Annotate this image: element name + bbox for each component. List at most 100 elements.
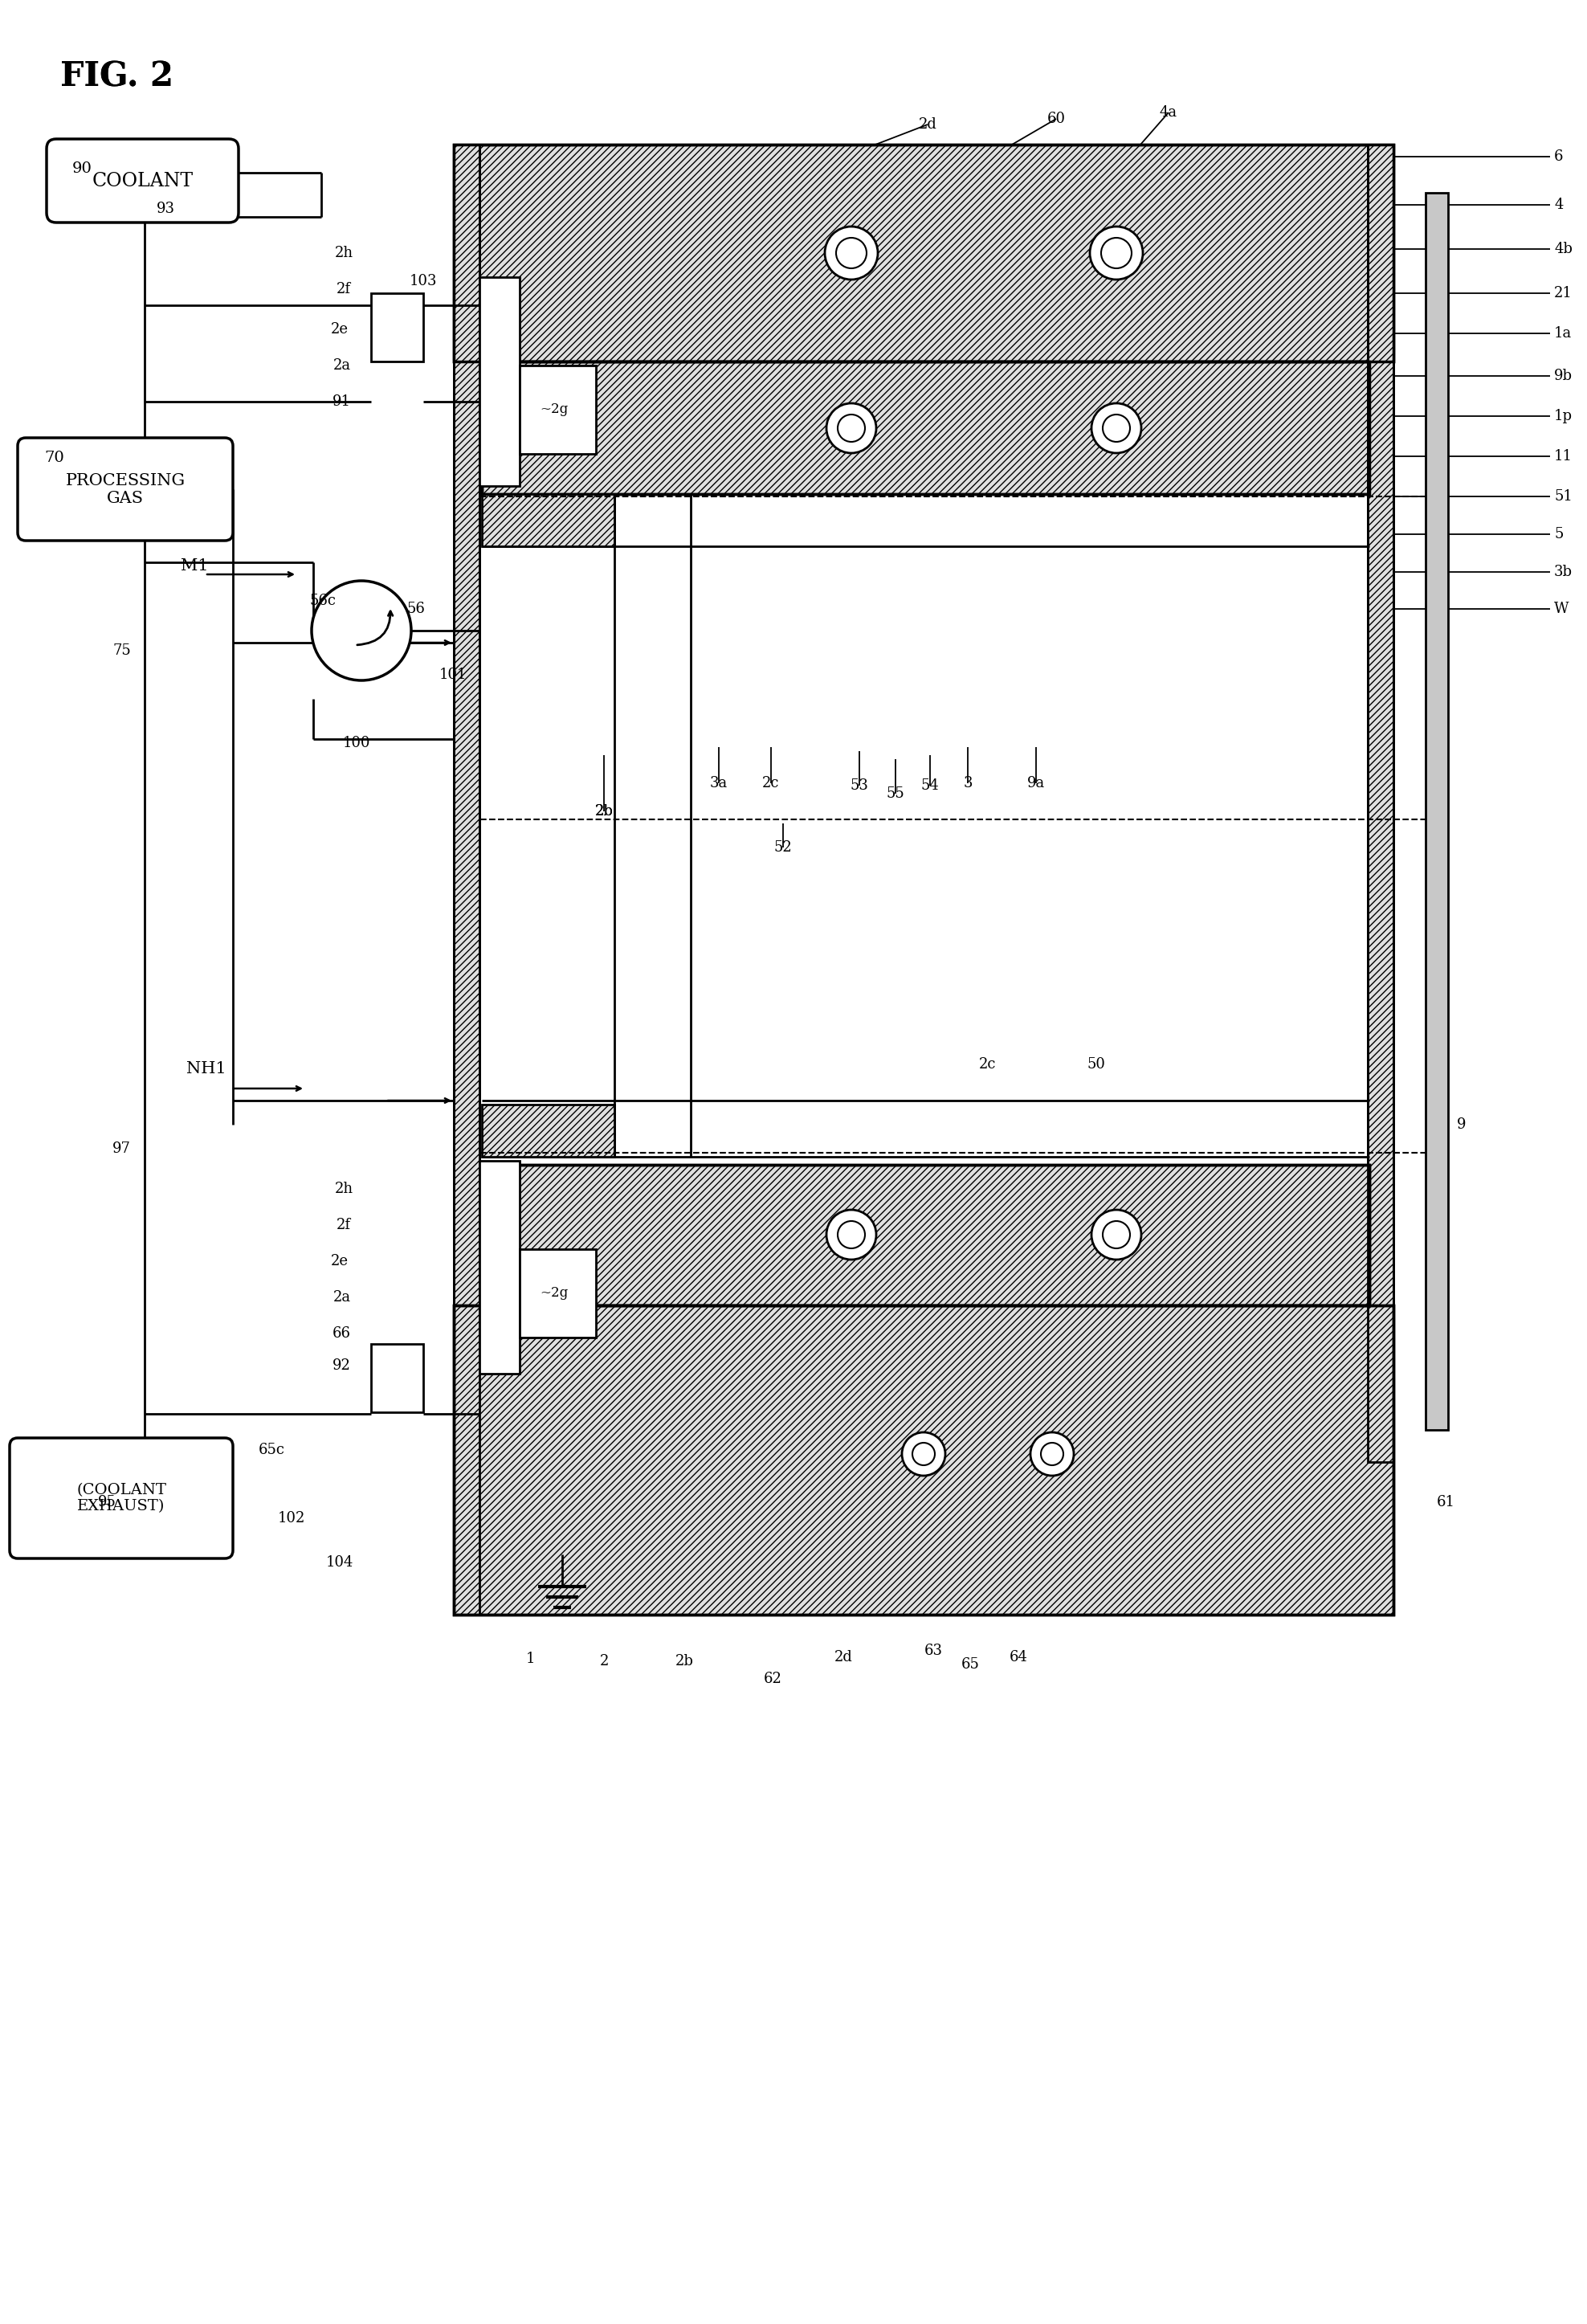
FancyBboxPatch shape [10,1439,233,1559]
Text: 2f: 2f [336,1218,351,1232]
Text: 51: 51 [1554,490,1573,504]
Text: 65: 65 [962,1657,979,1671]
Text: 92: 92 [333,1360,351,1373]
Bar [454,1306,1393,1615]
FancyBboxPatch shape [17,437,233,541]
Circle shape [827,1211,876,1260]
Text: 2h: 2h [335,1181,354,1197]
Circle shape [1103,1220,1130,1248]
Bar [482,1104,614,1157]
Text: 11: 11 [1554,449,1573,462]
Text: 3b: 3b [1554,565,1573,579]
Text: 9a: 9a [1027,776,1044,790]
Text: 2d: 2d [919,116,936,132]
Bar [371,293,424,363]
Text: 2a: 2a [333,358,351,372]
Circle shape [838,1220,865,1248]
Text: PROCESSING
GAS: PROCESSING GAS [65,472,186,507]
Text: 104: 104 [325,1555,354,1569]
Text: 2h: 2h [335,246,354,260]
Bar [479,277,519,486]
Text: 52: 52 [774,841,792,855]
Circle shape [913,1443,935,1464]
Text: 4b: 4b [1554,242,1573,256]
Text: ~2g: ~2g [540,402,568,416]
Text: 9b: 9b [1554,370,1573,383]
Text: 1p: 1p [1554,409,1573,423]
Bar [1368,144,1393,1462]
Circle shape [1103,414,1130,442]
Text: 50: 50 [1087,1057,1106,1071]
Text: 2c: 2c [979,1057,997,1071]
Text: 1a: 1a [1554,325,1573,342]
Circle shape [901,1432,946,1476]
Bar [482,1164,1370,1306]
Text: 2: 2 [600,1655,608,1669]
Text: 64: 64 [1009,1650,1027,1664]
Text: 90: 90 [73,160,92,177]
Text: 5: 5 [1554,528,1563,541]
Text: 2c: 2c [762,776,779,790]
Bar [519,1250,597,1339]
Text: 60: 60 [1047,112,1065,125]
Circle shape [1041,1443,1063,1464]
Text: 4: 4 [1554,198,1563,211]
Bar [482,495,614,546]
Text: 66: 66 [333,1327,351,1341]
Text: 2f: 2f [336,281,351,297]
Text: 93: 93 [157,202,175,216]
Text: 100: 100 [343,737,371,751]
Text: 53: 53 [851,779,868,792]
Text: M1: M1 [181,558,208,574]
Text: 4a: 4a [1160,105,1178,121]
Bar [454,1306,1393,1615]
Text: 3: 3 [963,776,973,790]
Text: COOLANT: COOLANT [92,172,194,191]
Text: 56c: 56c [309,593,336,609]
Text: 2a: 2a [333,1290,351,1304]
Text: 3a: 3a [709,776,728,790]
Circle shape [827,404,876,453]
Circle shape [1030,1432,1074,1476]
Text: 9: 9 [1457,1118,1466,1132]
Text: 97: 97 [113,1141,130,1155]
Text: W: W [1554,602,1570,616]
Circle shape [836,237,867,267]
Circle shape [838,414,865,442]
Text: 2b: 2b [595,804,613,818]
Bar [1425,193,1447,1429]
Bar [482,1164,1370,1306]
Circle shape [311,581,411,681]
Text: 62: 62 [763,1671,782,1687]
Bar [482,363,1370,495]
Text: ~2g: ~2g [540,1287,568,1299]
Text: 56: 56 [406,602,425,616]
Bar [454,144,479,1615]
Text: 6: 6 [1554,149,1563,165]
Circle shape [1101,237,1132,267]
Text: 95: 95 [98,1494,116,1508]
Text: FIG. 2: FIG. 2 [60,60,173,93]
Text: 2b: 2b [674,1655,694,1669]
Bar [454,144,479,1615]
Text: NH1: NH1 [186,1060,227,1076]
Bar [519,365,597,453]
Text: 63: 63 [924,1643,943,1657]
Text: 2e: 2e [332,1255,349,1269]
Text: 101: 101 [440,667,467,681]
Circle shape [1092,404,1141,453]
Text: 2b: 2b [595,804,613,818]
Bar [1368,144,1393,1462]
Text: 70: 70 [44,451,63,465]
Text: 21: 21 [1554,286,1573,300]
Text: 54: 54 [920,779,940,792]
Text: 102: 102 [278,1511,305,1525]
Text: 75: 75 [113,644,130,658]
Bar [479,1160,519,1373]
Circle shape [1092,1211,1141,1260]
Text: 2e: 2e [332,323,349,337]
FancyBboxPatch shape [46,139,238,223]
Text: 103: 103 [409,274,438,288]
Text: 1: 1 [525,1652,535,1666]
Text: 65c: 65c [259,1443,286,1457]
